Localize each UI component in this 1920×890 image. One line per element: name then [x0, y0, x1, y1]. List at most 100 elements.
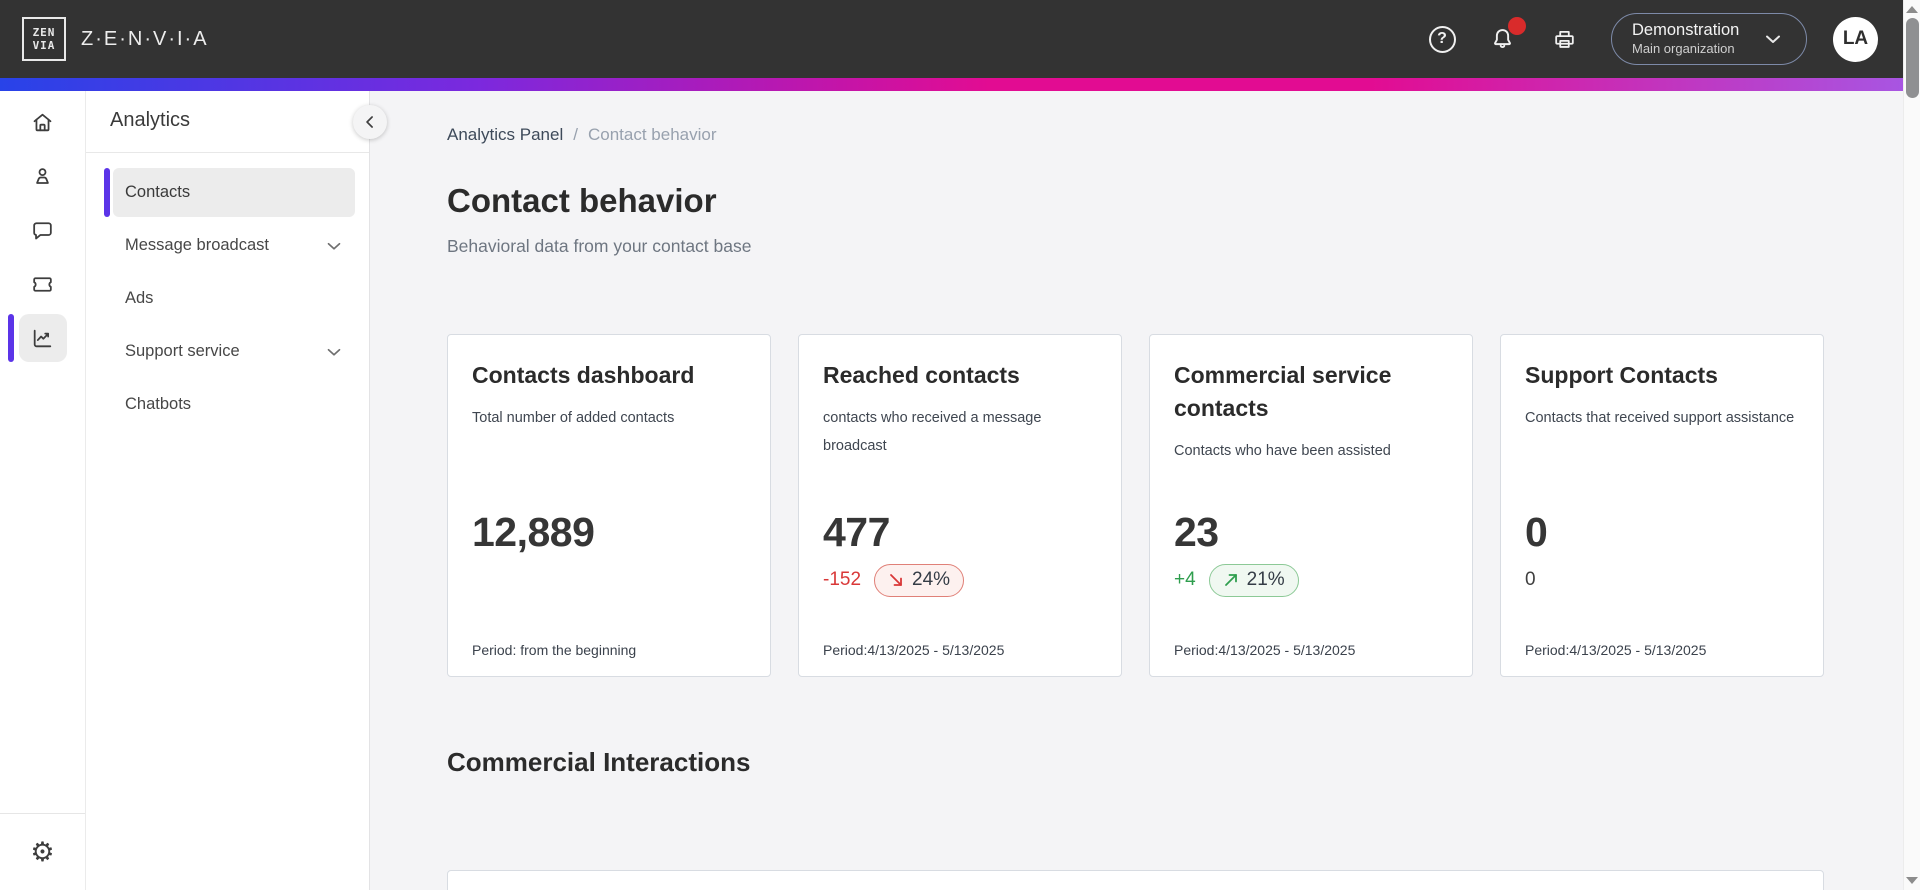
card-title: Reached contacts	[823, 362, 1020, 388]
notifications-button[interactable]	[1487, 17, 1526, 54]
notification-badge-dot	[1508, 17, 1526, 35]
zenvia-wordmark: Z·E·N·V·I·A	[81, 27, 209, 50]
stat-card-commercial-service-contacts: Commercial service contacts Contacts who…	[1149, 334, 1473, 677]
menu-item-message-broadcast[interactable]: Message broadcast	[113, 221, 355, 270]
breadcrumb: Analytics Panel / Contact behavior	[447, 124, 1903, 146]
card-subtitle: Contacts that received support assistanc…	[1525, 410, 1795, 426]
user-avatar[interactable]: LA	[1833, 16, 1878, 62]
panel-divider	[86, 152, 369, 153]
bell-icon	[1493, 28, 1511, 48]
delta-row: 0	[1525, 562, 1536, 598]
menu-item-label: Contacts	[125, 183, 191, 201]
card-subtitle: Total number of added contacts	[472, 410, 675, 426]
rail-item-contacts[interactable]	[0, 149, 86, 203]
chevron-down-icon	[327, 348, 341, 356]
selected-indicator	[7, 314, 14, 362]
card-subtitle: Contacts who have been assisted	[1174, 443, 1391, 459]
card-value: 0	[1525, 509, 1548, 555]
menu-item-ads[interactable]: Ads	[113, 274, 355, 323]
line-chart-icon	[33, 329, 52, 347]
card-value: 23	[1174, 509, 1219, 555]
menu-item-support-service[interactable]: Support service	[113, 327, 355, 376]
home-icon	[33, 113, 52, 131]
chat-bubble-icon	[33, 221, 52, 239]
rail-item-conversations[interactable]	[0, 203, 86, 257]
organization-description: Main organization	[1632, 41, 1735, 56]
rail-item-tickets[interactable]	[0, 257, 86, 311]
scroll-down-arrow[interactable]	[1906, 877, 1918, 884]
logo-mark-bottom: VIA	[32, 39, 56, 52]
delta-row: +4 21%	[1174, 562, 1299, 598]
brand-gradient-bar	[0, 78, 1903, 91]
organization-name: Demonstration	[1632, 21, 1740, 39]
delta-value: 0	[1525, 569, 1536, 590]
chevron-left-icon	[366, 116, 373, 128]
breadcrumb-separator: /	[573, 125, 578, 144]
gear-icon: ⚙	[30, 836, 55, 868]
main-content: Analytics Panel / Contact behavior Conta…	[370, 91, 1903, 890]
stat-card-contacts-dashboard: Contacts dashboard Total number of added…	[447, 334, 771, 677]
rail-item-home[interactable]	[0, 95, 86, 149]
zenvia-logo-icon: ZEN VIA	[22, 17, 66, 61]
collapse-panel-button[interactable]	[353, 105, 387, 139]
print-button[interactable]	[1549, 24, 1579, 54]
logo-mark-top: ZEN	[32, 26, 56, 39]
organization-texts: Demonstration Main organization	[1632, 20, 1739, 57]
page-subtitle: Behavioral data from your contact base	[447, 236, 752, 256]
selected-indicator	[104, 168, 110, 217]
breadcrumb-current: Contact behavior	[587, 125, 717, 144]
breadcrumb-analytics-panel[interactable]: Analytics Panel	[447, 125, 564, 144]
body: ⚙ Analytics Contacts Message broadcast A…	[0, 91, 1903, 890]
chevron-down-icon	[327, 242, 341, 250]
card-title: Contacts dashboard	[472, 362, 695, 388]
ticket-icon	[33, 276, 52, 292]
person-icon	[36, 167, 49, 184]
printer-icon	[1554, 30, 1574, 48]
menu-item-label: Chatbots	[125, 395, 192, 413]
trend-percent: 24%	[912, 569, 951, 590]
top-bar-actions: ? Demonstration Main organiza	[1427, 13, 1878, 65]
delta-row: -152 24%	[823, 562, 965, 598]
menu-item-label: Support service	[125, 342, 240, 360]
card-subtitle: contacts who received a message broadcas…	[823, 410, 1042, 454]
card-title: Support Contacts	[1525, 362, 1718, 388]
help-icon: ?	[1428, 25, 1456, 53]
menu-item-contacts[interactable]: Contacts	[104, 168, 355, 217]
trend-down-right-icon	[890, 574, 902, 586]
rail-bottom: ⚙	[0, 813, 85, 890]
card-period: Period:4/13/2025 - 5/13/2025	[1525, 642, 1707, 658]
card-value: 12,889	[472, 509, 595, 555]
page-title: Contact behavior	[447, 182, 717, 219]
organization-switcher[interactable]: Demonstration Main organization	[1611, 13, 1807, 65]
vertical-scrollbar[interactable]	[1903, 0, 1920, 890]
card-period: Period:4/13/2025 - 5/13/2025	[823, 642, 1005, 658]
card-value: 477	[823, 509, 890, 555]
trend-up-right-icon	[1224, 574, 1237, 586]
analytics-menu: Contacts Message broadcast Ads Support s…	[104, 168, 355, 429]
analytics-panel: Analytics Contacts Message broadcast Ads…	[86, 91, 370, 890]
chevron-down-icon	[1761, 27, 1785, 51]
trend-badge: 24%	[874, 563, 965, 597]
trend-badge: 21%	[1208, 563, 1299, 597]
icon-rail: ⚙	[0, 91, 86, 890]
menu-item-label: Message broadcast	[125, 236, 269, 254]
scroll-up-arrow[interactable]	[1906, 6, 1918, 13]
delta-value: -152	[823, 569, 862, 590]
stat-card-reached-contacts: Reached contacts contacts who received a…	[798, 334, 1122, 677]
stat-card-support-contacts: Support Contacts Contacts that received …	[1500, 334, 1824, 677]
menu-item-label: Ads	[125, 289, 154, 307]
commercial-interactions-card	[447, 870, 1824, 890]
card-title: Commercial service contacts	[1174, 362, 1392, 421]
help-button[interactable]: ?	[1427, 24, 1457, 54]
rail-item-settings[interactable]: ⚙	[0, 828, 85, 876]
trend-percent: 21%	[1246, 569, 1285, 590]
rail-item-analytics[interactable]	[0, 311, 86, 365]
panel-title: Analytics	[110, 109, 191, 131]
top-bar: ZEN VIA Z·E·N·V·I·A ?	[0, 0, 1903, 78]
card-period: Period:4/13/2025 - 5/13/2025	[1174, 642, 1356, 658]
section-title-commercial-interactions: Commercial Interactions	[447, 747, 751, 777]
menu-item-chatbots[interactable]: Chatbots	[113, 380, 355, 429]
delta-value: +4	[1174, 569, 1196, 590]
scrollbar-thumb[interactable]	[1905, 18, 1919, 98]
